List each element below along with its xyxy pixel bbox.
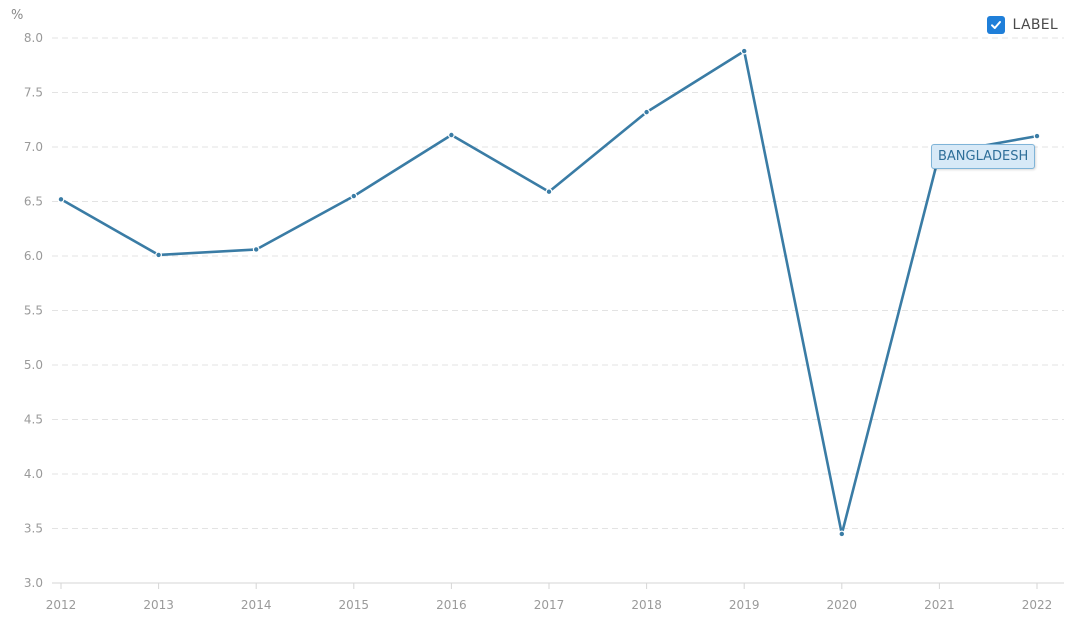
x-axis-ticks: 2012 2013 2014 2015 2016 2017 2018 2019 2020 2021… <box>46 582 1064 612</box>
y-axis-ticks: 3.0 3.5 4.0 4.5 5.0 5.5 6.0 6.5 7.0 7.5 8.0 <box>24 31 43 590</box>
series-name-tag: BANGLADESH <box>931 144 1036 169</box>
data-point[interactable] <box>155 251 163 259</box>
x-tick-label: 2021 <box>924 598 955 612</box>
y-tick-label: 3.0 <box>24 576 43 590</box>
x-tick-label: 2015 <box>339 598 370 612</box>
checkbox-checked-icon[interactable] <box>986 16 1005 34</box>
y-tick-label: 7.0 <box>24 140 43 154</box>
series-layer <box>57 47 1041 538</box>
y-tick-label: 5.0 <box>24 358 43 372</box>
x-tick-label: 2013 <box>143 598 174 612</box>
y-tick-label: 6.5 <box>24 195 43 209</box>
y-tick-label: 5.5 <box>24 304 43 318</box>
y-tick-label: 7.5 <box>24 86 43 100</box>
data-point[interactable] <box>1033 132 1041 140</box>
data-point[interactable] <box>740 47 748 55</box>
y-tick-label: 6.0 <box>24 249 43 263</box>
data-point[interactable] <box>448 131 455 139</box>
x-tick-label: 2016 <box>436 598 467 612</box>
grid-lines <box>52 37 1064 584</box>
legend-label: LABEL <box>1012 17 1058 33</box>
y-tick-label: 4.5 <box>24 413 43 427</box>
data-point[interactable] <box>643 108 650 116</box>
x-tick-label: 2014 <box>241 598 272 612</box>
series-line <box>59 49 1039 536</box>
data-point[interactable] <box>350 192 358 200</box>
x-tick-label: 2018 <box>631 598 662 612</box>
x-tick-label: 2019 <box>729 598 760 612</box>
data-point[interactable] <box>838 530 846 538</box>
y-tick-label: 4.0 <box>24 467 43 481</box>
data-point[interactable] <box>252 246 260 253</box>
y-axis-unit-label: % <box>11 8 24 23</box>
x-tick-label: 2020 <box>827 598 858 612</box>
data-point[interactable] <box>545 188 553 196</box>
y-tick-label: 3.5 <box>24 522 43 536</box>
x-tick-label: 2012 <box>46 598 77 612</box>
x-tick-label: 2017 <box>534 598 565 612</box>
x-tick-label: 2022 <box>1022 598 1053 612</box>
y-tick-label: 8.0 <box>24 31 43 45</box>
legend-toggle[interactable]: LABEL <box>986 16 1058 34</box>
data-point[interactable] <box>57 195 65 203</box>
